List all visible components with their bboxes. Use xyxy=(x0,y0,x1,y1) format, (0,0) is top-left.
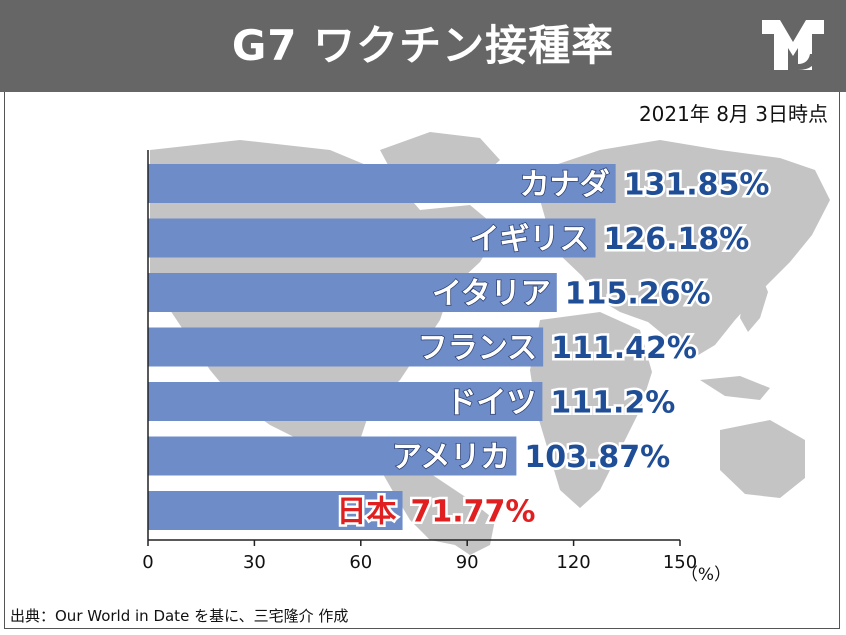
x-tick-label-5: 150 xyxy=(663,552,697,573)
brand-logo-icon xyxy=(762,20,824,70)
x-tick-label-3: 90 xyxy=(456,552,479,573)
value-label-4: 111.2% xyxy=(550,386,675,421)
bar-6 xyxy=(148,491,403,530)
page-title: G7 ワクチン接種率 xyxy=(231,21,615,70)
bar-0 xyxy=(148,164,616,203)
value-label-6: 71.77% xyxy=(411,495,536,530)
category-label-3: フランス xyxy=(418,331,537,366)
bar-1 xyxy=(148,218,596,258)
bar-3 xyxy=(148,327,544,367)
value-label-1: 126.18% xyxy=(604,222,750,257)
bar-5 xyxy=(148,436,517,476)
x-tick-label-0: 0 xyxy=(142,552,153,573)
as-of-date: 2021年 8月 3日時点 xyxy=(638,102,828,126)
bar-2 xyxy=(148,273,557,312)
category-label-2: イタリア xyxy=(432,277,551,312)
chart-frame xyxy=(4,92,840,629)
category-label-4: ドイツ xyxy=(446,386,536,421)
value-label-5: 103.87% xyxy=(524,440,670,475)
bar-4 xyxy=(148,382,543,421)
value-label-3: 111.42% xyxy=(551,331,697,366)
category-label-1: イギリス xyxy=(470,222,590,257)
value-label-0: 131.85% xyxy=(624,168,770,203)
x-tick-label-1: 30 xyxy=(243,552,266,573)
x-tick-label-4: 120 xyxy=(556,552,590,573)
value-label-2: 115.26% xyxy=(565,277,711,312)
x-axis-unit: （%） xyxy=(681,565,731,585)
category-label-6: 日本 xyxy=(337,495,397,530)
source-note: 出典：Our World in Date を基に、三宅隆介 作成 xyxy=(10,607,349,625)
x-tick-label-2: 60 xyxy=(349,552,372,573)
category-label-5: アメリカ xyxy=(392,440,511,475)
header-bar xyxy=(0,0,846,92)
category-label-0: カナダ xyxy=(520,168,610,203)
